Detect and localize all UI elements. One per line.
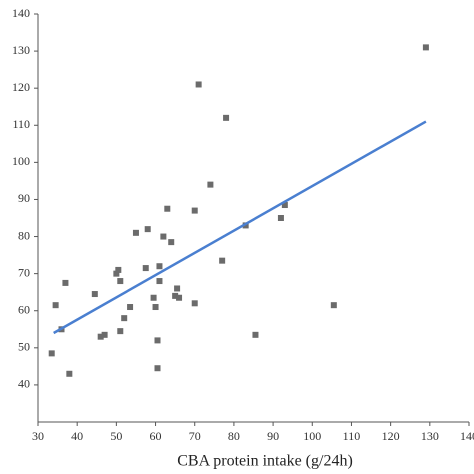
y-tick-label: 110 (12, 117, 30, 131)
x-tick-label: 110 (343, 429, 361, 443)
point (152, 304, 159, 311)
point (252, 331, 259, 338)
x-tick-label: 50 (110, 429, 122, 443)
x-tick-label: 30 (32, 429, 44, 443)
x-tick-label: 140 (460, 429, 474, 443)
point (164, 205, 171, 212)
point (168, 239, 175, 246)
point (242, 222, 249, 229)
x-tick-label: 100 (303, 429, 321, 443)
point (154, 365, 161, 372)
point (144, 226, 151, 233)
x-tick-label: 90 (267, 429, 279, 443)
point (195, 81, 202, 88)
y-tick-label: 120 (12, 80, 30, 94)
y-tick-label: 80 (18, 228, 30, 242)
point (127, 304, 134, 311)
point (115, 266, 122, 273)
point (330, 302, 337, 309)
point (191, 300, 198, 307)
x-tick-label: 40 (71, 429, 83, 443)
point (174, 285, 181, 292)
point (156, 263, 163, 270)
x-axis-title: CBA protein intake (g/24h) (177, 453, 353, 470)
point (66, 370, 73, 377)
point (113, 270, 120, 277)
y-tick-label: 100 (12, 154, 30, 168)
y-tick-label: 70 (18, 265, 30, 279)
x-tick-label: 120 (382, 429, 400, 443)
point (48, 350, 55, 357)
point (142, 265, 149, 272)
point (121, 315, 128, 322)
x-tick-label: 60 (150, 429, 162, 443)
point (117, 278, 124, 285)
point (154, 337, 161, 344)
point (97, 333, 104, 340)
point (172, 292, 179, 299)
point (223, 114, 230, 121)
point (132, 229, 139, 236)
y-tick-label: 90 (18, 191, 30, 205)
point (219, 257, 226, 264)
point (150, 294, 157, 301)
x-tick-label: 70 (189, 429, 201, 443)
y-tick-label: 40 (18, 377, 30, 391)
point (117, 328, 124, 335)
point (207, 181, 214, 188)
point (281, 202, 288, 209)
point (52, 302, 59, 309)
x-tick-label: 80 (228, 429, 240, 443)
y-tick-label: 60 (18, 302, 30, 316)
point (62, 279, 69, 286)
point (176, 294, 183, 301)
y-tick-label: 50 (18, 340, 30, 354)
point (101, 331, 108, 338)
point (91, 291, 98, 298)
point (422, 44, 429, 51)
point (191, 207, 198, 214)
y-tick-label: 130 (12, 43, 30, 57)
point (160, 233, 167, 240)
x-tick-label: 130 (421, 429, 439, 443)
point (277, 215, 284, 221)
trend-line (53, 120, 427, 335)
y-tick-label: 140 (12, 6, 30, 20)
point (156, 278, 163, 285)
